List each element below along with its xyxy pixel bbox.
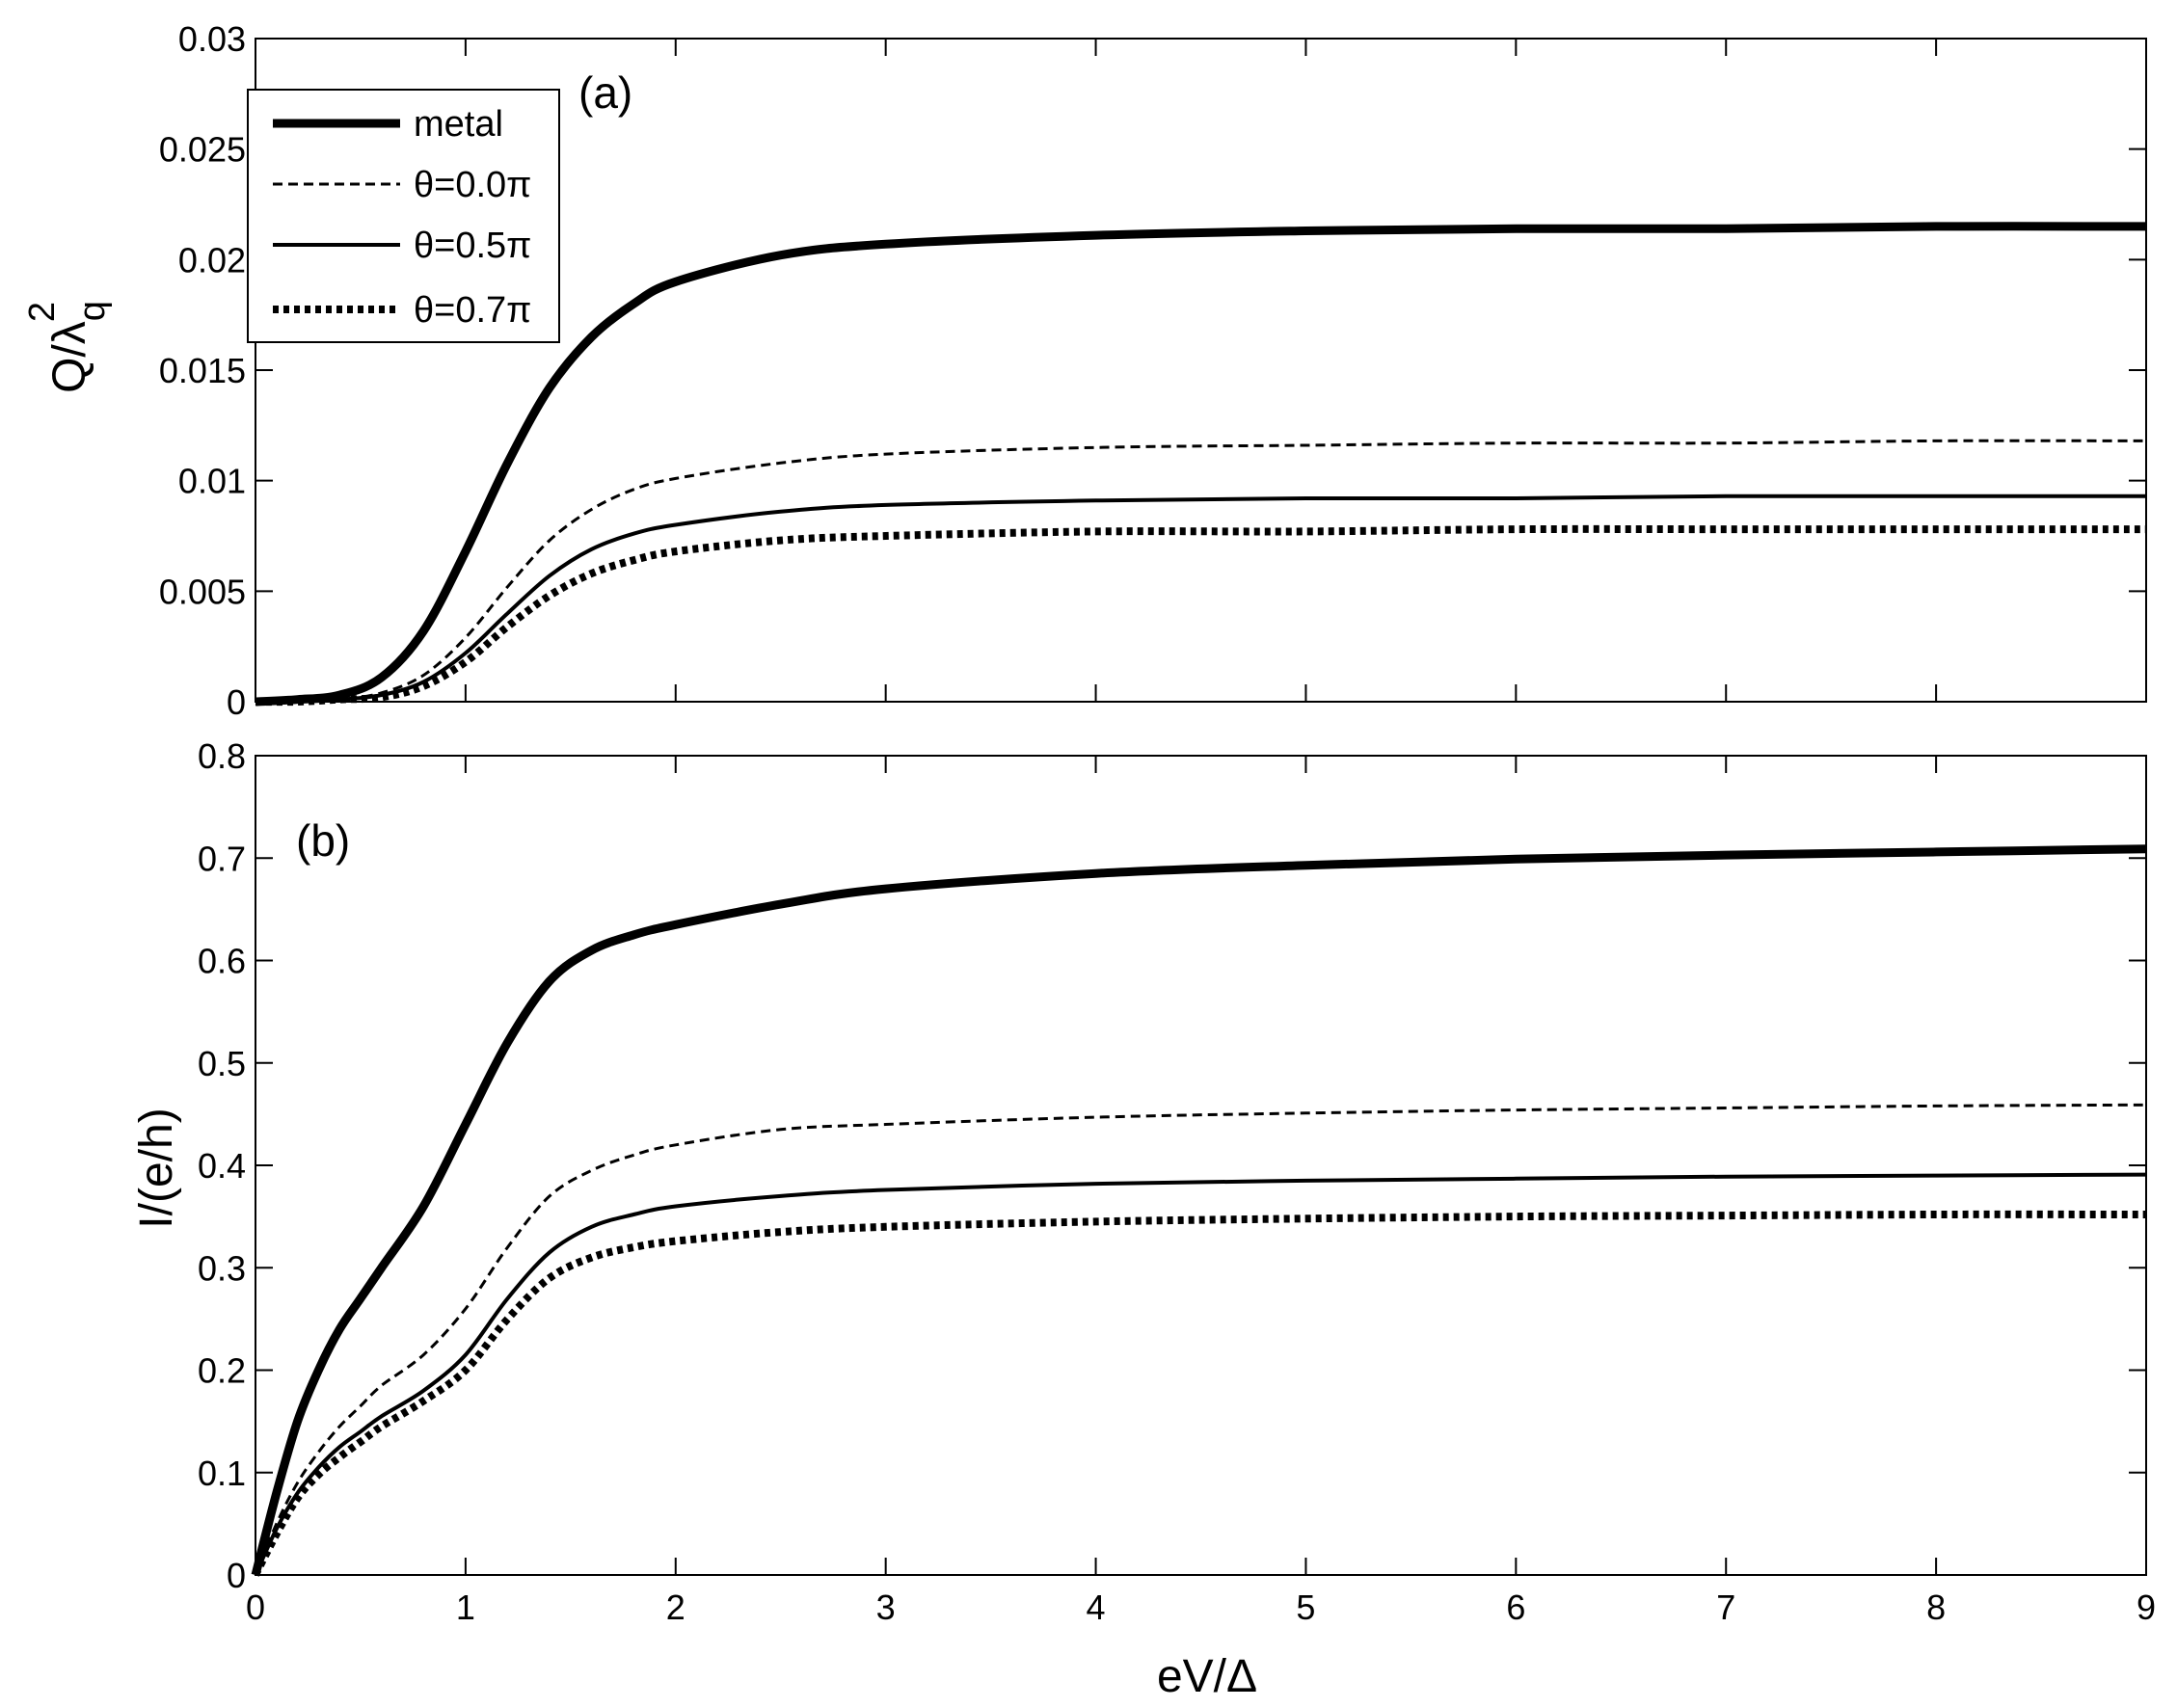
panel-b-series-solid	[254, 1172, 2147, 1576]
panel-b-y-tick-label: 0.2	[198, 1351, 246, 1391]
panel-b-y-tick-label: 0.6	[198, 942, 246, 981]
panel-b-axes-frame	[255, 755, 2147, 1576]
panel-a-series-solid	[255, 494, 2146, 705]
panel-a-y-tick-label: 0.005	[159, 572, 246, 611]
legend: metal θ=0.0π θ=0.5π θ=0.7π	[247, 89, 560, 343]
panel-a-y-tick-label: 0	[227, 682, 246, 722]
x-tick-label: 9	[2137, 1588, 2156, 1627]
panel-a-y-tick-label: 0.01	[178, 462, 246, 501]
panel-b-series-thick-solid	[251, 844, 2147, 1577]
x-tick-label: 5	[1296, 1588, 1315, 1627]
panel-a-y-tick-label: 0.015	[159, 351, 246, 390]
panel-b-y-tick-label: 0.3	[198, 1248, 246, 1288]
legend-box	[247, 89, 560, 343]
panel-b-y-axis-label: I/(e/h)	[131, 1108, 182, 1228]
x-tick-label: 3	[876, 1588, 896, 1627]
panel-a-y-tick-label: 0.025	[159, 130, 246, 170]
panel-a-y-axis-label-super: 2	[22, 302, 63, 322]
x-tick-label: 0	[246, 1588, 265, 1627]
x-axis-label: eV/Δ	[1157, 1651, 1257, 1702]
panel-a-y-axis-label: Q/λq2	[22, 301, 113, 393]
x-tick-label: 7	[1716, 1588, 1735, 1627]
panel-a-y-axis-label-sub: q	[72, 301, 113, 321]
legend-label-metal: metal	[414, 104, 503, 145]
panel-b-y-tick-label: 0.4	[198, 1146, 246, 1186]
panel-b-y-tick-label: 0.8	[198, 736, 246, 776]
x-tick-label: 4	[1087, 1588, 1106, 1627]
panel-b-y-tick-label: 0.1	[198, 1454, 246, 1493]
panel-b-y-tick-label: 0	[227, 1556, 246, 1595]
panel-a: 0 0.005 0.01 0.015 0.02 0.025 0.03	[159, 19, 2147, 722]
panel-a-series-dashed	[255, 439, 2147, 704]
x-tick-label: 2	[666, 1588, 685, 1627]
panel-b-series-dotted	[252, 1210, 2147, 1577]
panel-a-series-thick-solid	[255, 222, 2147, 707]
panel-a-y-tick-label: 0.02	[178, 240, 246, 280]
x-tick-label: 1	[456, 1588, 475, 1627]
panel-b-y-tick-label: 0.5	[198, 1044, 246, 1083]
panel-a-tag: (a)	[578, 67, 632, 118]
legend-label-theta-0-5: θ=0.5π	[414, 226, 531, 266]
panel-a-series-dotted	[255, 524, 2146, 707]
panel-b-y-tick-label: 0.7	[198, 839, 246, 878]
panel-a-y-tick-label: 0.03	[178, 19, 246, 59]
panel-b: 0 1 2 3 4 5 6 7 8 9 0 0.1 0.2 0.3 0.4 0.5 0.6 0.7 0.8	[198, 736, 2156, 1627]
panel-b-tag: (b)	[296, 815, 350, 866]
x-tick-label: 6	[1506, 1588, 1525, 1627]
legend-label-theta-0-7: θ=0.7π	[414, 290, 531, 331]
panel-a-y-axis-label-main: Q/λ	[44, 321, 95, 393]
legend-label-theta-0-0: θ=0.0π	[414, 165, 531, 205]
x-tick-label: 8	[1926, 1588, 1946, 1627]
